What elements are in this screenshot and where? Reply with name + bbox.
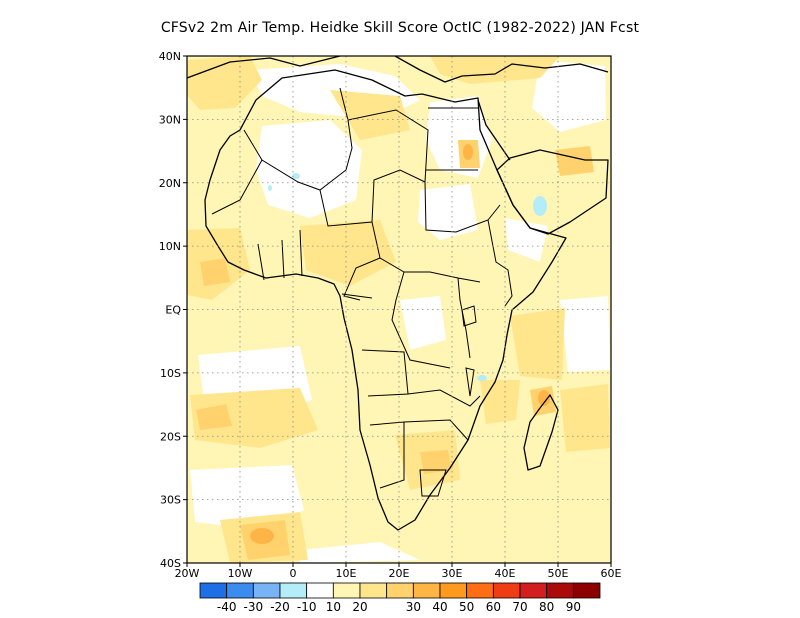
colorbar-label: 90 (566, 600, 581, 614)
lat-tick-label: 20S (160, 430, 181, 443)
lon-tick-label: 40E (495, 567, 516, 580)
peak-skill-spots (250, 144, 550, 544)
colorbar: -40 -30 -20 -10 10 20 30 40 50 60 70 80 90 (199, 582, 601, 614)
negative-skill-specks (268, 173, 547, 381)
colorbar-label: 50 (459, 600, 474, 614)
lat-tick-label: EQ (165, 304, 181, 317)
lat-lon-grid (187, 56, 611, 563)
colorbar-label: -30 (244, 600, 264, 614)
colorbar-label: 70 (512, 600, 527, 614)
map-plot-area (187, 56, 611, 563)
lon-tick-label: 60E (601, 567, 622, 580)
map-title: CFSv2 2m Air Temp. Heidke Skill Score Oc… (160, 20, 640, 36)
colorbar-label: -40 (217, 600, 237, 614)
lat-tick-label: 40S (160, 557, 181, 570)
lon-tick-label: 10W (228, 567, 253, 580)
colorbar-swatch (199, 582, 228, 599)
lat-tick-label: 40N (159, 50, 181, 63)
colorbar-swatch (252, 582, 281, 599)
lat-tick-label: 20N (159, 177, 181, 190)
colorbar-label: 20 (352, 600, 367, 614)
lat-tick-label: 30S (160, 494, 181, 507)
lon-tick-label: 30E (442, 567, 463, 580)
colorbar-label: 40 (432, 600, 447, 614)
lon-tick-label: 20E (389, 567, 410, 580)
colorbar-swatch (572, 582, 601, 599)
colorbar-swatch (332, 582, 361, 599)
colorbar-swatch (546, 582, 574, 599)
colorbar-label: -10 (297, 600, 317, 614)
lat-tick-label: 10S (160, 367, 181, 380)
colorbar-label: 60 (486, 600, 501, 614)
colorbar-label: -20 (270, 600, 290, 614)
colorbar-swatch (412, 582, 441, 599)
colorbar-swatch (466, 582, 494, 599)
colorbar-swatch (492, 582, 521, 599)
colorbar-label: 10 (326, 600, 341, 614)
neutral-skill-areas (190, 60, 610, 563)
colorbar-swatch (279, 582, 308, 599)
colorbar-swatch (359, 582, 388, 599)
colorbar-swatch (306, 582, 334, 599)
lakes (461, 305, 477, 397)
longitude-axis: 20W 10W 0 10E 20E 30E 40E 50E 60E (175, 563, 622, 580)
colorbar-label: 30 (406, 600, 421, 614)
colorbar-label: 80 (539, 600, 554, 614)
lat-tick-label: 30N (159, 113, 181, 126)
lon-tick-label: 20W (175, 567, 200, 580)
latitude-axis: 40N 30N 20N 10N EQ 10S 20S 30S 40S (159, 50, 187, 570)
coastlines (187, 56, 609, 531)
colorbar-swatch (519, 582, 548, 599)
colorbar-swatch (386, 582, 414, 599)
lon-tick-label: 50E (548, 567, 569, 580)
lat-tick-label: 10N (159, 240, 181, 253)
lon-tick-label: 0 (290, 567, 297, 580)
colorbar-swatch (226, 582, 254, 599)
lon-tick-label: 10E (336, 567, 357, 580)
colorbar-swatch (439, 582, 468, 599)
